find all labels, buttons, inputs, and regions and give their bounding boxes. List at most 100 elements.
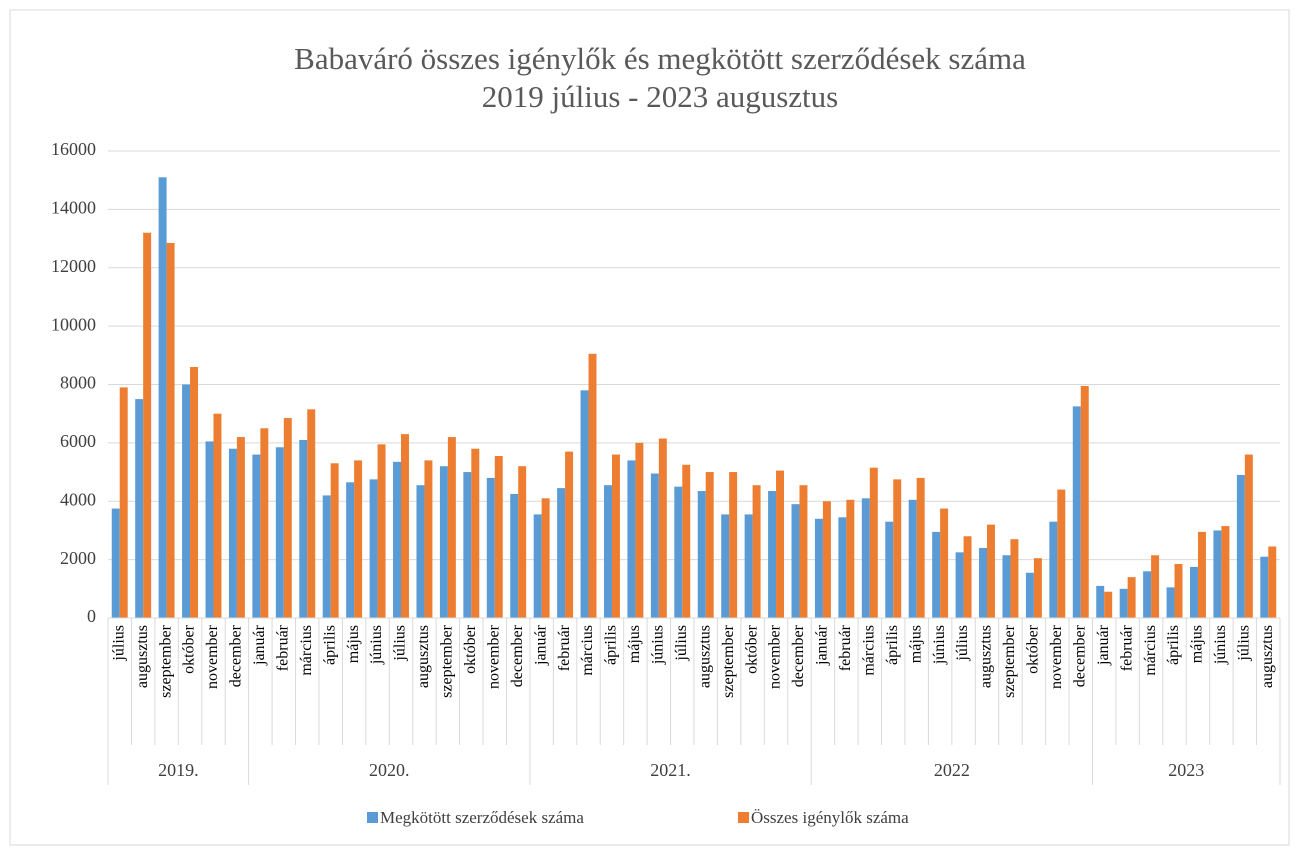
x-tick-label: szeptember — [439, 624, 456, 698]
y-tick-label: 2000 — [60, 548, 96, 568]
bar — [518, 466, 527, 618]
bar — [955, 552, 964, 618]
bar — [1057, 489, 1066, 618]
x-tick-label: július — [1236, 625, 1253, 662]
bar — [776, 470, 785, 618]
y-tick-label: 14000 — [51, 198, 96, 218]
bar — [987, 524, 995, 618]
x-tick-label: november — [1048, 624, 1065, 689]
x-tick-label: január — [1095, 624, 1112, 666]
bar — [697, 491, 706, 618]
bar — [275, 447, 284, 618]
bar — [916, 477, 925, 618]
bar — [752, 485, 761, 618]
x-tick-label: augusztus — [696, 625, 713, 688]
group-label: 2022 — [934, 760, 970, 780]
bar — [1143, 571, 1152, 618]
x-tick-label: április — [884, 625, 901, 665]
bar — [307, 409, 316, 618]
bar — [869, 467, 878, 618]
bar — [447, 437, 456, 618]
bar — [1127, 577, 1136, 618]
bar — [940, 508, 949, 618]
bar — [135, 399, 144, 618]
bar — [565, 451, 574, 618]
x-tick-label: december — [790, 624, 807, 687]
bar — [252, 454, 261, 618]
bar — [1244, 454, 1253, 618]
x-tick-label: február — [837, 624, 854, 671]
bar — [1236, 474, 1245, 618]
bar — [111, 508, 120, 618]
x-tick-label: június — [650, 625, 667, 665]
x-tick-label: február — [274, 624, 291, 671]
bar — [213, 413, 222, 618]
bar — [401, 434, 409, 618]
bar — [658, 438, 667, 618]
bar — [588, 353, 597, 618]
bar — [1104, 591, 1113, 618]
x-tick-label: október — [1025, 624, 1042, 674]
x-tick-label: december — [228, 624, 245, 687]
bar — [1002, 555, 1011, 618]
bar — [682, 464, 691, 618]
x-tick-label: március — [298, 625, 315, 676]
bar — [393, 461, 401, 618]
bar — [611, 454, 620, 618]
x-tick-label: április — [1165, 625, 1182, 665]
bar — [354, 460, 363, 618]
bar — [963, 536, 972, 618]
x-tick-label: augusztus — [415, 625, 432, 688]
bar — [330, 463, 339, 618]
x-tick-label: április — [321, 625, 338, 665]
x-tick-label: november — [767, 624, 784, 689]
x-tick-label: szeptember — [720, 624, 737, 698]
bar — [729, 472, 738, 618]
x-tick-label: szeptember — [157, 624, 174, 698]
bar — [143, 232, 152, 618]
y-tick-label: 10000 — [51, 314, 96, 334]
bar — [346, 482, 355, 618]
bar — [486, 477, 495, 618]
x-tick-label: június — [368, 625, 385, 665]
bar — [533, 514, 542, 618]
x-tick-label: június — [1212, 625, 1229, 665]
bar — [557, 488, 566, 618]
x-tick-label: november — [485, 624, 502, 689]
y-tick-label: 4000 — [60, 489, 96, 509]
x-tick-label: március — [860, 625, 877, 676]
bar — [861, 498, 870, 618]
bar — [822, 501, 831, 618]
bar — [424, 460, 433, 618]
x-tick-label: augusztus — [978, 625, 995, 688]
bar — [416, 485, 425, 618]
bar — [650, 473, 659, 618]
legend-swatch — [367, 812, 378, 823]
x-tick-label: július — [392, 625, 409, 662]
bar — [1025, 572, 1034, 618]
bar — [1010, 539, 1019, 618]
bar — [635, 442, 644, 618]
bar — [603, 485, 612, 618]
bar — [627, 460, 636, 618]
bar — [439, 466, 448, 618]
bar — [814, 518, 823, 618]
group-label: 2021. — [650, 760, 691, 780]
bar — [283, 418, 292, 618]
x-tick-label: december — [1071, 624, 1088, 687]
bar — [705, 472, 714, 618]
bar — [908, 499, 917, 618]
bar — [1268, 546, 1277, 618]
x-tick-label: január — [532, 624, 549, 666]
bar — [510, 493, 519, 618]
bar — [1166, 587, 1175, 618]
x-tick-label: június — [931, 625, 948, 665]
bar — [1049, 521, 1058, 618]
bar — [1174, 564, 1183, 618]
bar — [228, 448, 237, 618]
bar — [838, 517, 847, 618]
y-tick-label: 0 — [87, 606, 96, 626]
x-tick-label: július — [110, 625, 127, 662]
bar — [721, 514, 730, 618]
